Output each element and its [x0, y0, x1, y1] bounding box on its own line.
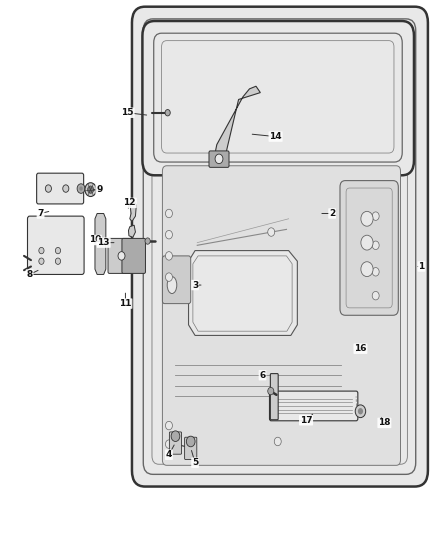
Circle shape: [39, 258, 44, 264]
Circle shape: [186, 436, 195, 447]
Circle shape: [361, 212, 373, 226]
Circle shape: [165, 110, 170, 116]
Circle shape: [166, 273, 173, 281]
Text: 6: 6: [259, 370, 266, 379]
Circle shape: [372, 212, 379, 220]
Text: 3: 3: [192, 280, 198, 289]
Circle shape: [268, 228, 275, 236]
Polygon shape: [188, 251, 297, 335]
Ellipse shape: [167, 277, 177, 294]
Circle shape: [355, 405, 366, 418]
Circle shape: [166, 252, 173, 260]
Circle shape: [79, 187, 83, 191]
Circle shape: [88, 186, 94, 193]
Circle shape: [268, 387, 274, 395]
Circle shape: [145, 238, 150, 244]
FancyBboxPatch shape: [170, 432, 182, 454]
Text: 18: 18: [378, 418, 391, 427]
Circle shape: [166, 440, 173, 448]
Text: 12: 12: [124, 198, 136, 207]
FancyBboxPatch shape: [340, 181, 398, 316]
FancyBboxPatch shape: [209, 151, 229, 167]
Text: 17: 17: [300, 416, 312, 425]
FancyBboxPatch shape: [132, 7, 428, 487]
FancyBboxPatch shape: [142, 21, 414, 175]
Text: 14: 14: [269, 132, 282, 141]
Circle shape: [166, 209, 173, 217]
Polygon shape: [215, 86, 260, 155]
FancyBboxPatch shape: [185, 437, 197, 459]
Circle shape: [215, 154, 223, 164]
FancyBboxPatch shape: [270, 374, 278, 419]
Circle shape: [63, 185, 69, 192]
Circle shape: [372, 241, 379, 249]
Text: 1: 1: [418, 262, 424, 271]
Polygon shape: [130, 200, 136, 221]
Circle shape: [361, 235, 373, 250]
FancyBboxPatch shape: [162, 166, 400, 465]
Circle shape: [55, 247, 60, 254]
Text: 9: 9: [96, 185, 102, 194]
Polygon shape: [95, 214, 106, 274]
Polygon shape: [128, 225, 135, 237]
Circle shape: [166, 421, 173, 430]
Circle shape: [166, 230, 173, 239]
Text: 2: 2: [329, 209, 335, 218]
FancyBboxPatch shape: [28, 216, 84, 274]
Text: 8: 8: [27, 270, 33, 279]
FancyBboxPatch shape: [108, 238, 131, 273]
Circle shape: [46, 185, 51, 192]
Text: 15: 15: [121, 108, 134, 117]
Circle shape: [39, 247, 44, 254]
FancyBboxPatch shape: [269, 391, 358, 421]
Text: 7: 7: [37, 209, 44, 218]
Text: 11: 11: [119, 299, 132, 308]
Text: 5: 5: [192, 458, 198, 467]
Text: 10: 10: [89, 236, 101, 245]
Text: 16: 16: [354, 344, 367, 353]
Circle shape: [55, 258, 60, 264]
FancyBboxPatch shape: [162, 256, 191, 304]
Circle shape: [171, 431, 180, 441]
Text: 4: 4: [166, 450, 172, 459]
Circle shape: [358, 408, 363, 415]
Circle shape: [77, 184, 85, 193]
Circle shape: [85, 183, 96, 197]
Circle shape: [118, 252, 125, 260]
Circle shape: [361, 262, 373, 277]
Text: 13: 13: [97, 238, 110, 247]
Circle shape: [274, 437, 281, 446]
Circle shape: [372, 292, 379, 300]
FancyBboxPatch shape: [122, 238, 145, 273]
Circle shape: [372, 268, 379, 276]
FancyBboxPatch shape: [37, 173, 84, 204]
